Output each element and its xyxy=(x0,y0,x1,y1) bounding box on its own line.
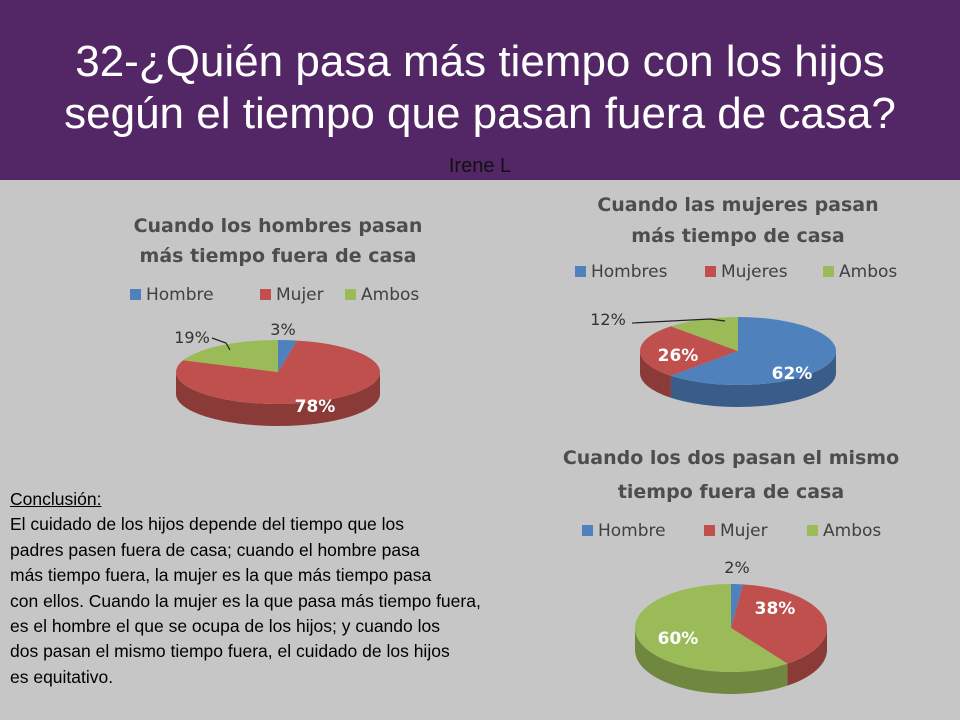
legend-label: Hombres xyxy=(591,262,668,282)
chart-title: Cuando los dos pasan el mismo xyxy=(563,447,899,469)
data-label: 2% xyxy=(724,558,749,577)
author-name: Irene L xyxy=(448,155,512,177)
legend-swatch xyxy=(575,266,586,277)
legend-swatch xyxy=(260,289,271,300)
chart-title: tiempo fuera de casa xyxy=(618,481,844,503)
chart-title: más tiempo fuera de casa xyxy=(140,245,417,267)
conclusion-line: con ellos. Cuando la mujer es la que pas… xyxy=(10,590,481,611)
slide-title-line-2: según el tiempo que pasan fuera de casa? xyxy=(64,89,896,138)
pie-slice-side xyxy=(635,628,788,694)
pie-slice xyxy=(731,584,744,628)
legend-label: Hombre xyxy=(598,521,666,541)
slide-title: 32-¿Quién pasa más tiempo con los hijos … xyxy=(0,36,960,140)
legend-swatch xyxy=(345,289,356,300)
legend-swatch xyxy=(582,525,593,536)
conclusion-line: es el hombre el que se ocupa de los hijo… xyxy=(10,616,440,637)
chart-title: Cuando los hombres pasan xyxy=(134,215,423,237)
pie-chart-ambos-igual: Cuando los dos pasan el mismo tiempo fuer… xyxy=(563,447,899,694)
data-label: 19% xyxy=(174,328,210,347)
pie-slice-side xyxy=(787,628,827,686)
label-leader-line xyxy=(631,318,726,324)
legend-label: Ambos xyxy=(839,262,897,282)
pie-chart-hombres-fuera: Cuando los hombres pasan más tiempo fuera… xyxy=(130,215,423,426)
pie-slice-side xyxy=(640,351,671,398)
slide-title-line-1: 32-¿Quién pasa más tiempo con los hijos xyxy=(75,37,885,86)
chart-title: Cuando las mujeres pasan xyxy=(597,194,878,216)
data-label: 12% xyxy=(590,310,626,329)
pie-slice xyxy=(640,326,738,376)
legend-swatch xyxy=(823,266,834,277)
legend-label: Hombre xyxy=(146,285,214,305)
pie-slice xyxy=(670,317,837,385)
pie-slice xyxy=(278,340,298,372)
legend-label: Mujer xyxy=(720,521,768,541)
conclusion-line: padres pasen fuera de casa; cuando el ho… xyxy=(10,539,420,560)
pie-chart-mujeres-fuera: Cuando las mujeres pasan más tiempo de ca… xyxy=(575,194,897,407)
conclusion-line: más tiempo fuera, la mujer es la que más… xyxy=(10,565,432,586)
pie-slice xyxy=(731,584,827,664)
pie-slice xyxy=(183,340,278,372)
data-label: 78% xyxy=(295,397,336,417)
pie-slice xyxy=(176,340,380,404)
legend-label: Ambos xyxy=(823,521,881,541)
data-label: 3% xyxy=(270,320,295,339)
data-label: 26% xyxy=(658,346,699,366)
conclusion-heading: Conclusión: xyxy=(10,489,102,509)
pie-slice xyxy=(670,317,738,351)
label-leader-line xyxy=(211,337,231,351)
conclusion-text: Conclusión: El cuidado de los hijos depe… xyxy=(10,487,670,690)
legend-swatch xyxy=(704,525,715,536)
legend-swatch xyxy=(807,525,818,536)
data-label: 60% xyxy=(658,629,699,649)
pie-slice xyxy=(635,584,788,672)
title-banner: 32-¿Quién pasa más tiempo con los hijos … xyxy=(0,0,960,180)
pie-slice-side xyxy=(176,372,380,426)
data-label: 38% xyxy=(755,599,796,619)
legend-label: Mujer xyxy=(276,285,324,305)
legend-swatch xyxy=(705,266,716,277)
data-label: 62% xyxy=(772,364,813,384)
legend-label: Ambos xyxy=(361,285,419,305)
conclusion-line: El cuidado de los hijos depende del tiem… xyxy=(10,514,405,535)
conclusion-line: dos pasan el mismo tiempo fuera, el cuid… xyxy=(10,641,450,662)
pie-slice-side xyxy=(670,351,836,407)
legend-swatch xyxy=(130,289,141,300)
legend-label: Mujeres xyxy=(721,262,788,282)
chart-title: más tiempo de casa xyxy=(631,225,844,247)
conclusion-line: es equitativo. xyxy=(10,666,114,687)
